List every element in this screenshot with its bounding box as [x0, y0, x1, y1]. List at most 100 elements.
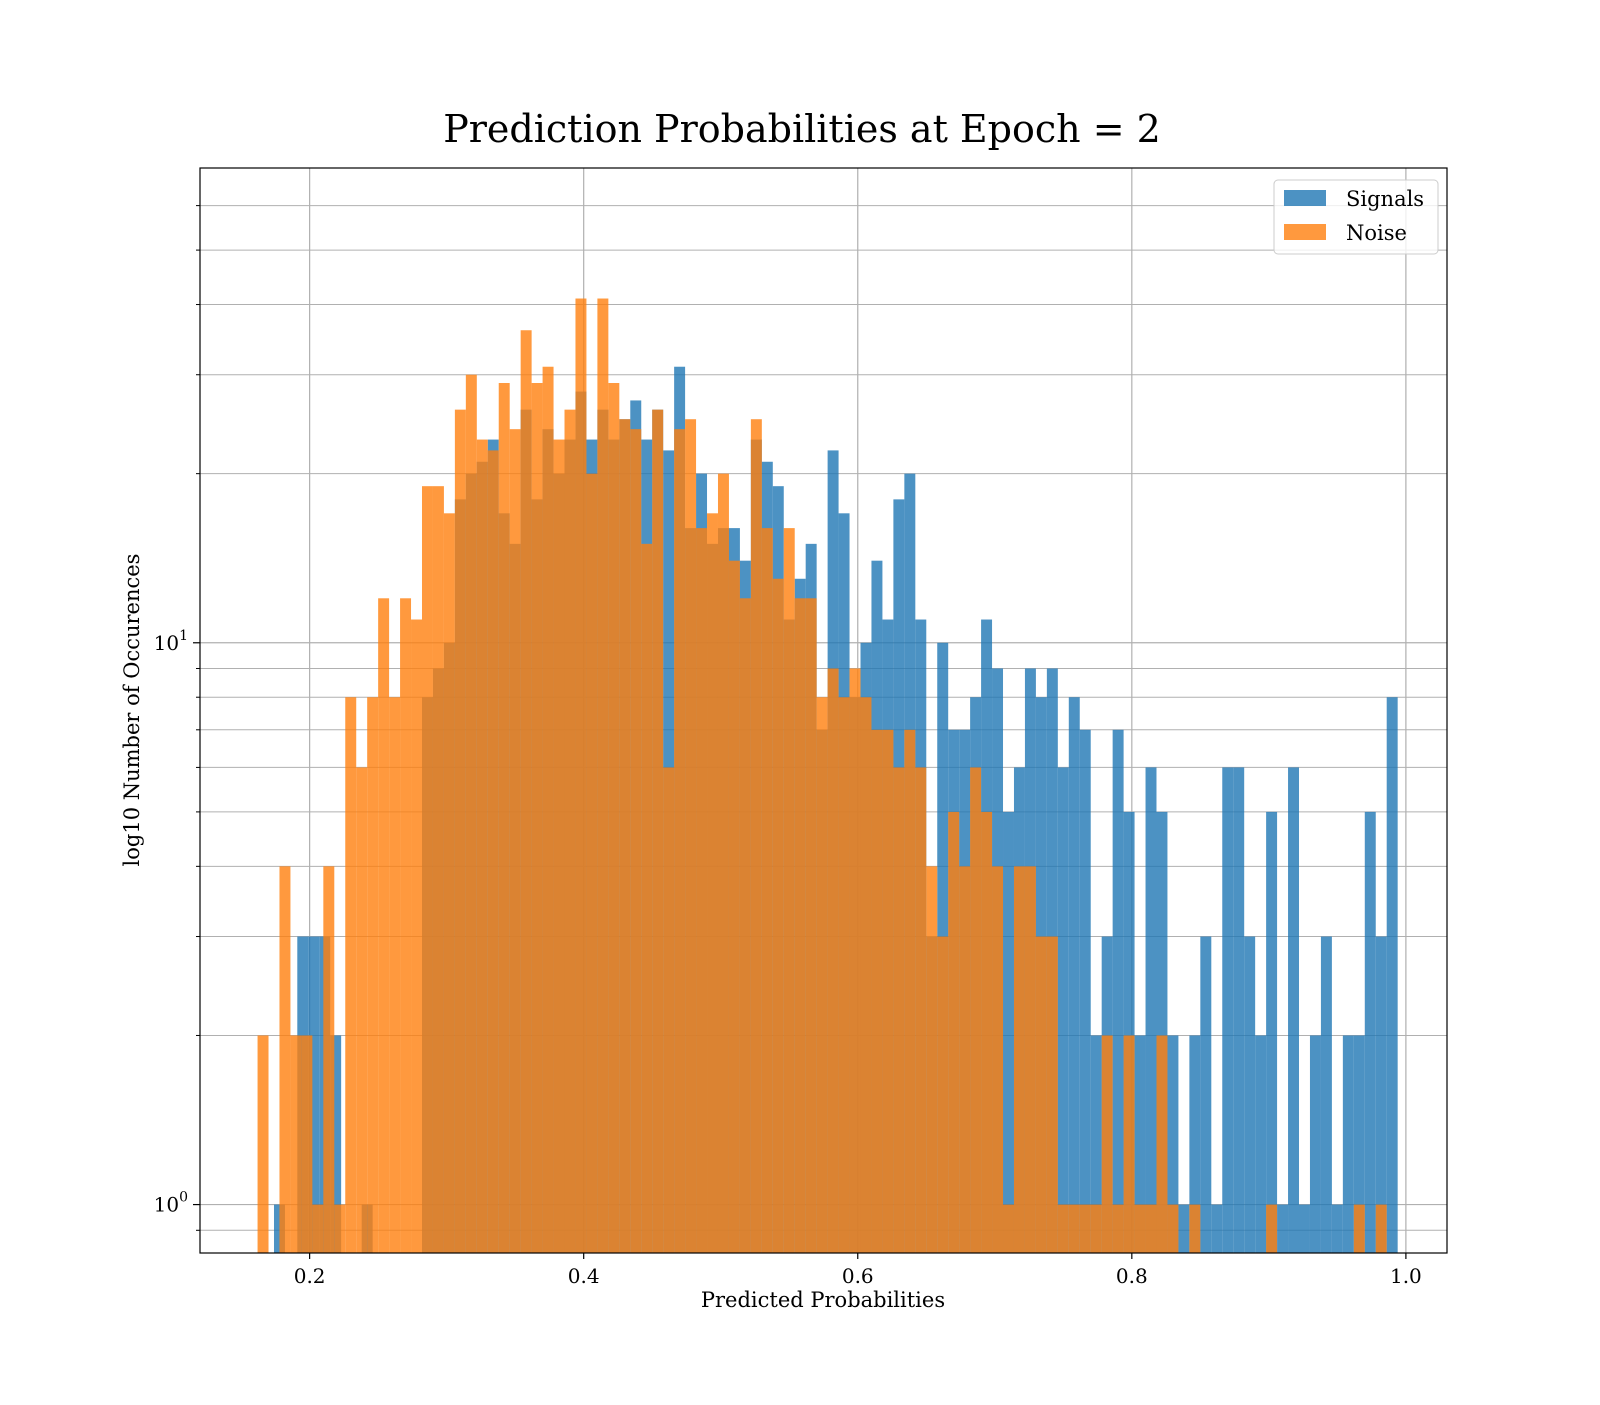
histogram-bar-noise [937, 936, 949, 1253]
histogram-bar-noise [728, 560, 740, 1253]
histogram-bar-signals [1090, 1035, 1102, 1253]
histogram-bar-noise [959, 866, 971, 1253]
histogram-bar-noise [915, 767, 927, 1253]
histogram-bar-noise [1003, 1204, 1014, 1253]
histogram-bar-noise [476, 439, 488, 1253]
histogram-bar-noise [750, 419, 762, 1253]
legend-label-signals: Signals [1346, 187, 1424, 211]
histogram-bar-noise [279, 866, 291, 1253]
histogram-bar-noise [783, 528, 795, 1253]
histogram-bar-noise [509, 429, 521, 1253]
histogram-bar-noise [1134, 1204, 1146, 1253]
histogram-bar-signals [1255, 1035, 1267, 1253]
histogram-bar-noise [630, 429, 642, 1253]
histogram-bar-signals [1178, 1204, 1190, 1253]
histogram-bar-noise [597, 298, 609, 1253]
histogram-bar-noise [454, 409, 466, 1254]
x-tick-label: 0.2 [294, 1264, 326, 1288]
legend-swatch-signals [1284, 190, 1326, 206]
histogram-bar-noise [652, 409, 664, 1254]
histogram-bar-noise [707, 513, 718, 1253]
x-tick-label: 0.4 [568, 1264, 600, 1288]
histogram-bar-noise [860, 697, 872, 1253]
histogram-bar-noise [805, 598, 817, 1253]
histogram-bar-signals [1375, 936, 1387, 1253]
y-axis-label: log10 Number of Occurences [120, 554, 144, 867]
x-tick-label: 1.0 [1390, 1264, 1422, 1288]
histogram-bar-noise [882, 729, 894, 1253]
histogram-bar-signals [1145, 767, 1157, 1253]
legend-label-noise: Noise [1346, 221, 1407, 245]
histogram-bar-noise [827, 668, 839, 1253]
histogram-bar-signals [1288, 767, 1300, 1253]
histogram-bar-noise [674, 429, 686, 1253]
histogram-bar-noise [1167, 1204, 1179, 1253]
histogram-bar-noise [323, 866, 335, 1253]
histogram-bar-signals [1134, 1035, 1146, 1253]
histogram-bar-noise [717, 473, 729, 1254]
y-tick-label: 100 [154, 1190, 188, 1217]
bars [257, 298, 1398, 1254]
histogram-bar-noise [345, 697, 357, 1253]
histogram-bar-noise [356, 767, 368, 1253]
x-axis-label: Predicted Probabilities [701, 1288, 945, 1312]
histogram-bar-noise [1353, 1204, 1365, 1253]
histogram-bar-signals [1266, 811, 1278, 1253]
histogram-bar-signals [1068, 697, 1080, 1253]
histogram-bar-signals [1331, 1204, 1343, 1253]
histogram-bar-noise [1101, 1035, 1113, 1253]
histogram-bar-noise [981, 811, 993, 1253]
histogram-bar-noise [257, 1035, 269, 1253]
histogram-bar-noise [871, 729, 883, 1253]
histogram-bar-noise [1057, 1204, 1069, 1253]
histogram-bar-noise [739, 598, 751, 1253]
x-tick-label: 0.6 [842, 1264, 874, 1288]
histogram-bar-signals [308, 936, 320, 1253]
histogram-bar-noise [531, 383, 543, 1253]
histogram-bar-signals [1156, 811, 1168, 1253]
series-noise [257, 298, 1387, 1254]
histogram-bar-signals [1342, 1035, 1354, 1253]
histogram-bar-noise [334, 1204, 346, 1253]
y-tick-label: 101 [154, 628, 188, 655]
histogram-bar-noise [849, 668, 861, 1253]
histogram-bar-noise [411, 619, 422, 1253]
histogram-bar-noise [970, 767, 982, 1253]
histogram-bar-noise [772, 578, 784, 1253]
axis-ticks: 0.2 0.4 0.6 0.8 1.0 100 101 [154, 205, 1422, 1288]
histogram-bar-noise [1145, 1204, 1157, 1253]
histogram-bar-noise [553, 439, 565, 1253]
histogram-bar-signals [1123, 811, 1135, 1253]
histogram-bar-noise [312, 1204, 324, 1253]
histogram-bar-noise [893, 767, 905, 1253]
histogram-bar-noise [378, 598, 390, 1253]
histogram-bar-noise [301, 1035, 313, 1253]
histogram-bar-noise [992, 866, 1004, 1253]
histogram-bar-noise [926, 866, 938, 1253]
legend-swatch-noise [1284, 224, 1326, 240]
histogram-bar-noise [443, 513, 455, 1253]
histogram-bar-noise [1035, 936, 1047, 1253]
histogram-bar-noise [1375, 1204, 1387, 1253]
histogram-bar-signals [1244, 936, 1256, 1253]
histogram-bar-signals [1353, 1035, 1365, 1253]
histogram-bar-signals [1320, 936, 1332, 1253]
histogram-bar-noise [1068, 1204, 1080, 1253]
histogram-bar-noise [1013, 866, 1025, 1253]
histogram-bar-signals [1167, 1035, 1179, 1253]
histogram-bar-noise [389, 697, 401, 1253]
histogram-bar-noise [1024, 866, 1036, 1253]
histogram-bar-signals [330, 1035, 342, 1253]
histogram-bar-noise [367, 697, 379, 1253]
histogram-bar-noise [542, 366, 554, 1253]
histogram-bar-noise [696, 528, 708, 1253]
histogram-bar-noise [1266, 1204, 1278, 1253]
histogram-bar-signals [1079, 729, 1091, 1253]
histogram-bar-signals [1233, 767, 1245, 1253]
histogram-bar-noise [838, 697, 850, 1253]
histogram-bar-signals [1299, 1204, 1310, 1253]
histogram-bar-noise [1189, 1204, 1201, 1253]
histogram-bar-noise [794, 598, 806, 1253]
